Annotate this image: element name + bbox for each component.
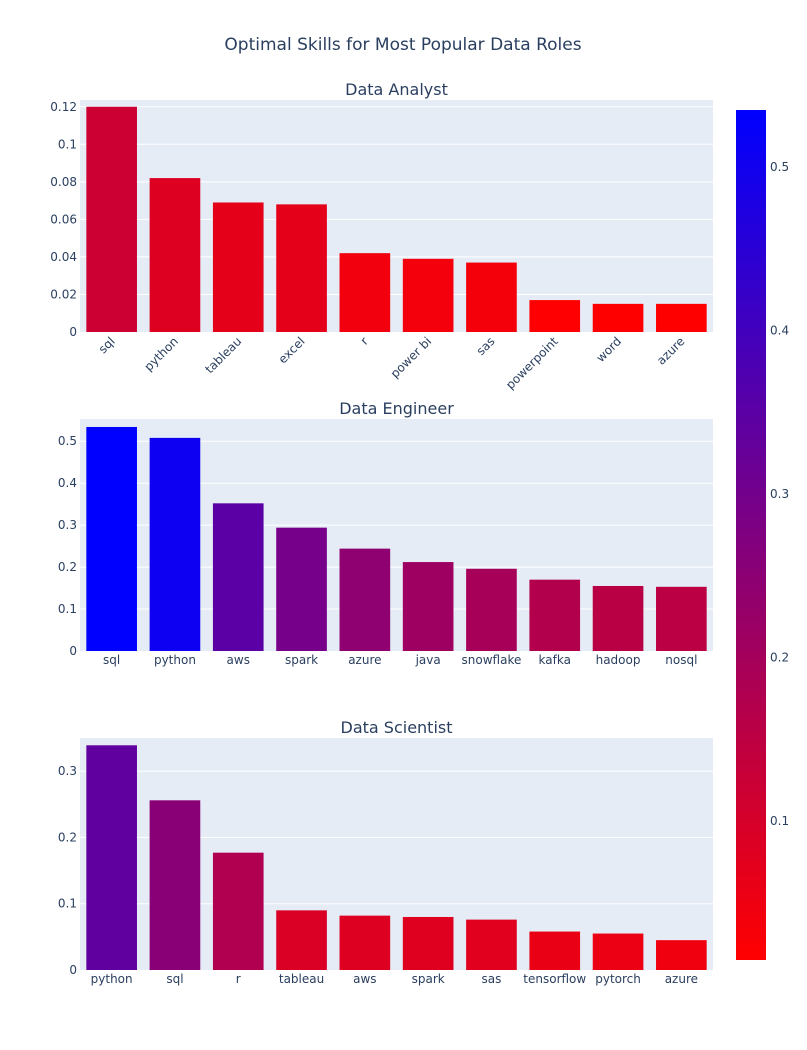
subplot-title: Data Engineer: [339, 399, 454, 418]
bar-r[interactable]: [339, 253, 391, 332]
x-tick-label: sql: [96, 334, 118, 356]
subplot-data-engineer: Data Engineer 0 0.1 0.2 0.3 0.4 0.5 sql python aw…: [58, 399, 713, 667]
bar-kafka[interactable]: [529, 579, 581, 651]
bar-tableau[interactable]: [212, 202, 264, 332]
bar-nosql[interactable]: [656, 586, 707, 651]
bar-hadoop[interactable]: [592, 585, 644, 651]
x-tick-label: hadoop: [596, 653, 641, 667]
x-tick-label: azure: [348, 653, 381, 667]
y-tick-label: 0.04: [50, 250, 77, 264]
y-tick-label: 0.2: [58, 830, 77, 844]
colorbar-tick-label: 0.5: [770, 160, 789, 174]
bar-spark[interactable]: [402, 916, 454, 970]
chart-title: Optimal Skills for Most Popular Data Rol…: [224, 35, 581, 55]
x-tick-label: aws: [227, 653, 250, 667]
bar-r[interactable]: [212, 852, 264, 970]
bar-aws[interactable]: [212, 503, 264, 651]
y-tick-label: 0: [69, 644, 77, 658]
bar-tensorflow[interactable]: [529, 931, 581, 970]
x-tick-label: tableau: [202, 334, 244, 376]
bar-azure[interactable]: [656, 303, 707, 332]
colorbar: 0.1 0.2 0.3 0.4 0.5: [736, 110, 789, 960]
bar-azure[interactable]: [339, 548, 391, 651]
bar-sas[interactable]: [466, 919, 517, 970]
y-tick-label: 0: [69, 963, 77, 977]
x-tick-label: python: [141, 334, 181, 374]
x-tick-label: azure: [654, 334, 687, 367]
bar-sas[interactable]: [466, 262, 517, 332]
bar-sql[interactable]: [149, 800, 201, 970]
bar-excel[interactable]: [276, 204, 327, 332]
x-tick-label: word: [593, 334, 624, 365]
x-tick-label: snowflake: [462, 653, 522, 667]
bar-python[interactable]: [149, 437, 201, 651]
x-tick-label: azure: [665, 972, 698, 986]
y-tick-label: 0.1: [58, 897, 77, 911]
subplot-title: Data Analyst: [345, 80, 448, 99]
y-tick-label: 0.08: [50, 175, 77, 189]
x-tick-label: excel: [276, 334, 308, 366]
x-tick-label: spark: [285, 653, 318, 667]
colorbar-tick-label: 0.4: [770, 324, 789, 338]
x-tick-label: java: [415, 653, 441, 667]
y-tick-label: 0.02: [50, 287, 77, 301]
x-tick-label: python: [91, 972, 133, 986]
bar-java[interactable]: [402, 562, 454, 651]
y-tick-label: 0.5: [58, 434, 77, 448]
y-tick-label: 0.06: [50, 212, 77, 226]
bar-pytorch[interactable]: [592, 933, 644, 970]
bar-tableau[interactable]: [276, 910, 327, 970]
colorbar-tick-label: 0.2: [770, 651, 789, 665]
bar-power-bi[interactable]: [402, 258, 454, 332]
x-tick-label: sql: [166, 972, 183, 986]
bar-azure[interactable]: [656, 940, 707, 970]
x-tick-label: kafka: [539, 653, 571, 667]
y-tick-label: 0.3: [58, 764, 77, 778]
x-tick-label: aws: [353, 972, 376, 986]
bar-sql[interactable]: [86, 106, 137, 332]
y-tick-label: 0.2: [58, 560, 77, 574]
y-tick-label: 0.1: [58, 602, 77, 616]
bar-python[interactable]: [149, 178, 201, 332]
x-tick-label: r: [358, 334, 371, 347]
x-tick-label: tensorflow: [523, 972, 586, 986]
x-tick-label: sql: [103, 653, 120, 667]
x-tick-label: power bi: [388, 334, 435, 381]
x-tick-label: tableau: [279, 972, 324, 986]
bar-python[interactable]: [86, 745, 137, 970]
x-tick-label: python: [154, 653, 196, 667]
y-tick-label: 0: [69, 325, 77, 339]
x-tick-label: nosql: [665, 653, 697, 667]
y-tick-label: 0.12: [50, 100, 77, 114]
bar-word[interactable]: [592, 303, 644, 332]
y-tick-label: 0.3: [58, 518, 77, 532]
bar-spark[interactable]: [276, 527, 327, 651]
x-tick-label: spark: [412, 972, 445, 986]
x-tick-label: sas: [482, 972, 502, 986]
bar-snowflake[interactable]: [466, 568, 517, 651]
x-tick-label: r: [236, 972, 241, 986]
x-tick-label: powerpoint: [503, 334, 561, 392]
x-tick-label: pytorch: [595, 972, 641, 986]
y-tick-label: 0.1: [58, 137, 77, 151]
colorbar-tick-label: 0.3: [770, 487, 789, 501]
subplot-data-analyst: Data Analyst 0 0.02 0.04 0.06 0.08 0.1 0.12 sql p…: [50, 80, 713, 392]
y-tick-label: 0.4: [58, 476, 77, 490]
colorbar-tick-label: 0.1: [770, 814, 789, 828]
colorbar-gradient: [736, 110, 766, 960]
x-tick-label: sas: [474, 334, 498, 358]
subplot-data-scientist: Data Scientist 0 0.1 0.2 0.3 python sql r tablea…: [58, 718, 713, 986]
bar-powerpoint[interactable]: [529, 300, 581, 332]
bar-aws[interactable]: [339, 915, 391, 970]
subplot-title: Data Scientist: [341, 718, 453, 737]
bar-sql[interactable]: [86, 426, 137, 651]
